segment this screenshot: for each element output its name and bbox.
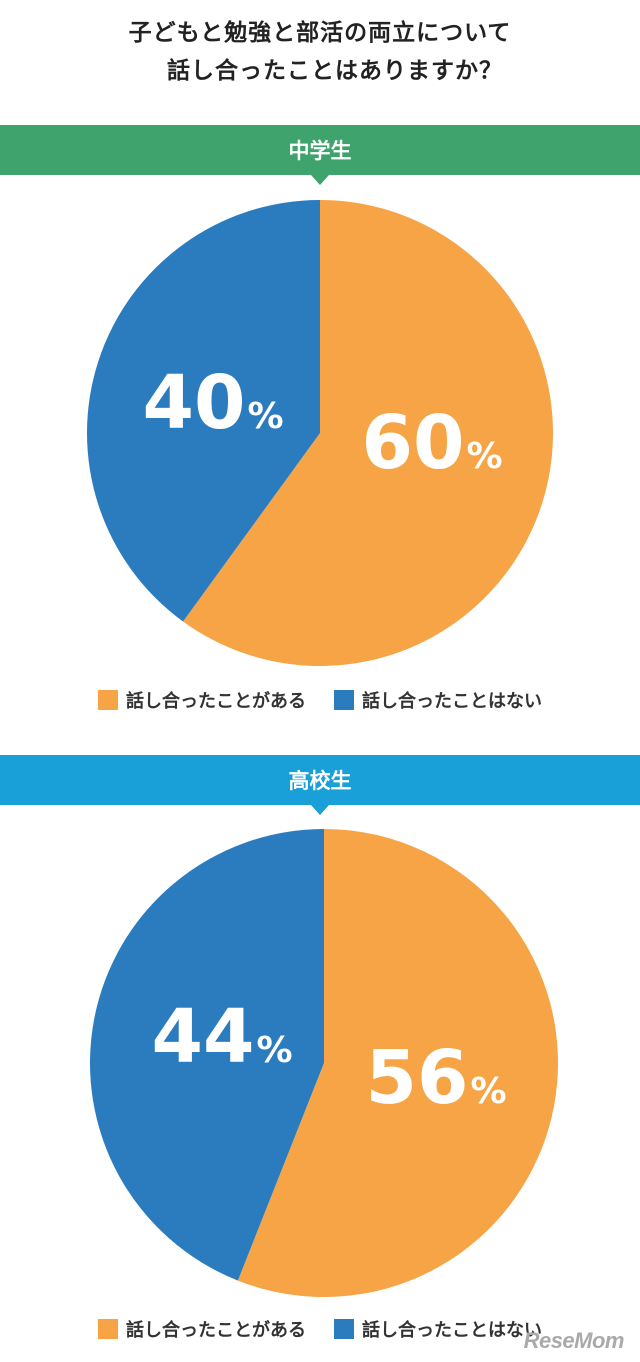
- section-header-middle-school: 中学生: [0, 125, 640, 185]
- pointer-triangle: [311, 805, 329, 815]
- legend-item-no: 話し合ったことはない: [334, 1316, 542, 1342]
- chart-title: 子どもと勉強と部活の両立について 話し合ったことはありますか？: [0, 14, 640, 90]
- legend-label-yes: 話し合ったことがある: [126, 691, 306, 712]
- legend-swatch-no: [334, 1319, 354, 1339]
- data-label-yes: 60%: [361, 400, 502, 486]
- section-label-high-school: 高校生: [288, 769, 352, 793]
- section-label-middle-school: 中学生: [288, 139, 352, 163]
- legend-item-yes: 話し合ったことがある: [98, 687, 306, 713]
- legend-label-no: 話し合ったことはない: [362, 691, 542, 712]
- legend-label-yes: 話し合ったことがある: [126, 1320, 306, 1341]
- legend-swatch-yes: [98, 1319, 118, 1339]
- legend-high-school: 話し合ったことがある 話し合ったことはない: [0, 1314, 640, 1344]
- data-label-no: 40%: [142, 360, 283, 446]
- data-label-yes: 56%: [365, 1035, 506, 1121]
- pie-slice-yes: [183, 200, 554, 666]
- data-label-no: 44%: [151, 994, 292, 1080]
- pie-chart-high-school: 56% 44%: [89, 829, 558, 1297]
- title-line-2: 話し合ったことはありますか？: [167, 58, 503, 84]
- resemom-logo: ReseMom: [523, 1328, 625, 1353]
- title-line-1: 子どもと勉強と部活の両立について: [128, 20, 512, 46]
- legend-item-yes: 話し合ったことがある: [98, 1316, 306, 1342]
- legend-item-no: 話し合ったことはない: [334, 687, 542, 713]
- pointer-triangle: [311, 175, 329, 185]
- legend-middle-school: 話し合ったことがある 話し合ったことはない: [0, 685, 640, 715]
- section-header-high-school: 高校生: [0, 755, 640, 815]
- pie-chart-middle-school: 60% 40%: [87, 200, 554, 666]
- pie-slice-no: [87, 200, 320, 622]
- legend-label-no: 話し合ったことはない: [362, 1320, 542, 1341]
- legend-swatch-no: [334, 690, 354, 710]
- pie-slice-yes: [237, 829, 558, 1297]
- pie-slice-no: [89, 829, 324, 1281]
- legend-swatch-yes: [98, 690, 118, 710]
